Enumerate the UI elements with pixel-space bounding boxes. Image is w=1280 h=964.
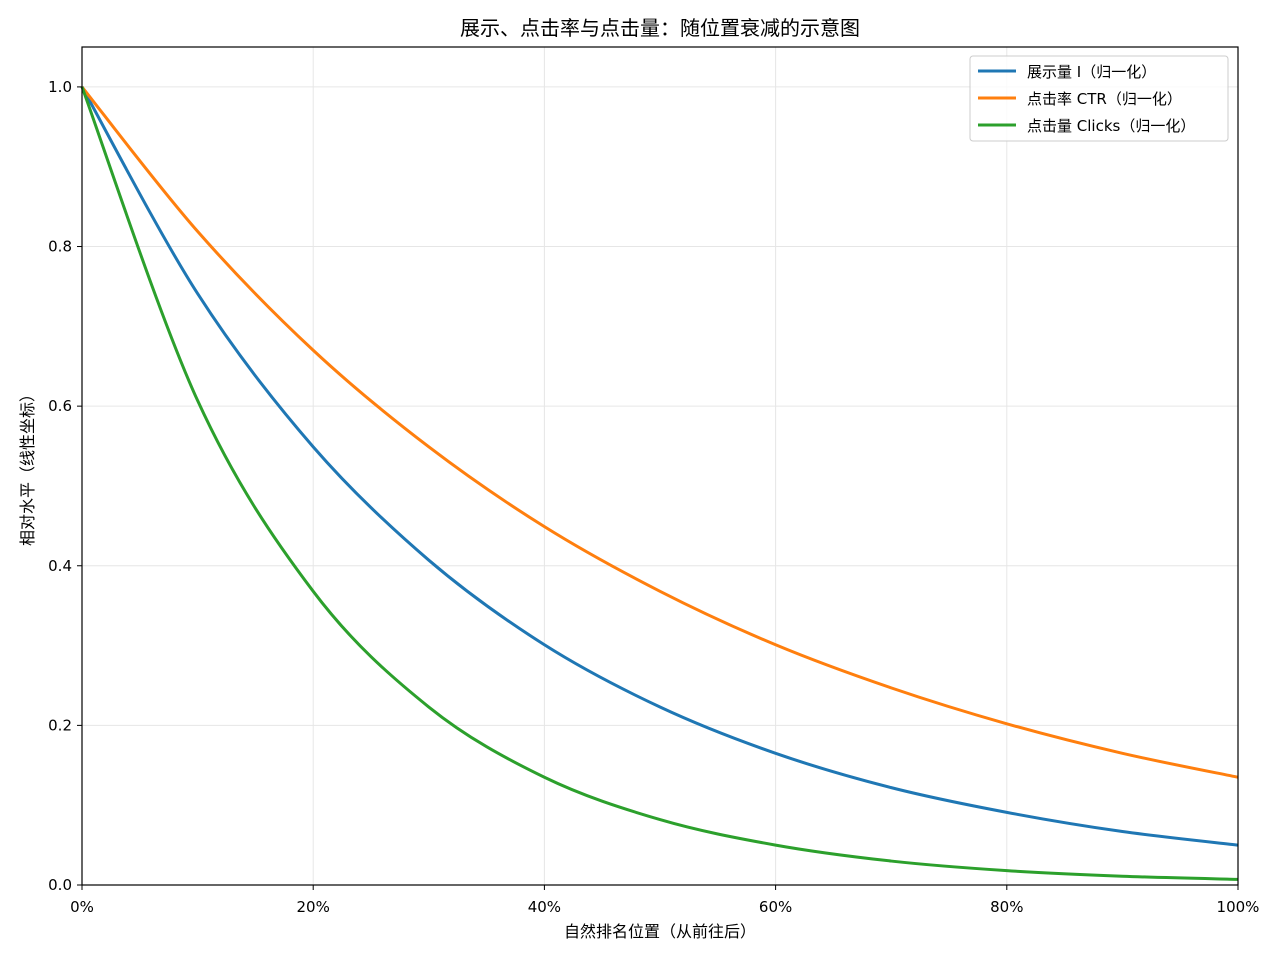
series-line-1 xyxy=(80,86,1239,847)
x-axis: 0% 20% 40% 60% 80% 100% xyxy=(70,885,1259,916)
y-tick-label: 0.6 xyxy=(48,397,72,415)
y-tick-label: 0.8 xyxy=(48,238,72,256)
legend-label-3: 点击量 Clicks（归一化） xyxy=(1027,117,1195,135)
x-tick-label: 60% xyxy=(759,898,792,916)
series-group xyxy=(80,85,1239,881)
x-tick-label: 20% xyxy=(297,898,330,916)
legend: 展示量 I（归一化） 点击率 CTR（归一化） 点击量 Clicks（归一化） xyxy=(969,55,1229,142)
series-line-2 xyxy=(80,85,1239,779)
series-line-3 xyxy=(80,86,1239,881)
x-tick-label: 100% xyxy=(1217,898,1260,916)
x-tick-label: 80% xyxy=(990,898,1023,916)
legend-label-2: 点击率 CTR（归一化） xyxy=(1027,90,1182,108)
y-axis: 0.0 0.2 0.4 0.6 0.8 1.0 xyxy=(48,78,82,894)
y-axis-label: 相对水平（线性坐标） xyxy=(18,386,37,546)
plot-frame xyxy=(81,46,1239,886)
y-tick-label: 1.0 xyxy=(48,78,72,96)
x-tick-label: 40% xyxy=(528,898,561,916)
y-tick-label: 0.0 xyxy=(48,876,72,894)
legend-label-1: 展示量 I（归一化） xyxy=(1027,63,1156,81)
x-axis-label: 自然排名位置（从前往后） xyxy=(564,922,756,941)
y-tick-label: 0.2 xyxy=(48,716,72,734)
legend-box xyxy=(969,55,1229,142)
x-tick-label: 0% xyxy=(70,898,94,916)
y-tick-label: 0.4 xyxy=(48,557,72,575)
chart-title: 展示、点击率与点击量：随位置衰减的示意图 xyxy=(460,16,860,40)
